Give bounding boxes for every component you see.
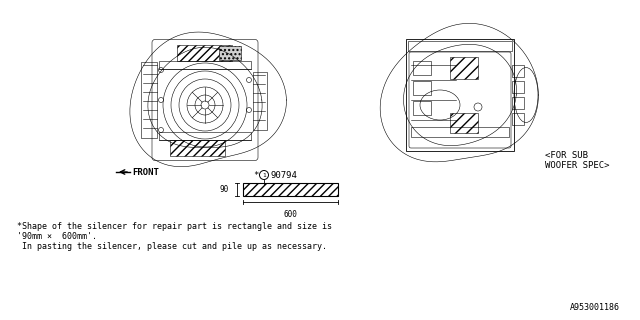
Text: 90: 90 — [220, 185, 229, 194]
Text: <FOR SUB: <FOR SUB — [545, 150, 588, 159]
Bar — [408, 41, 512, 51]
Bar — [253, 72, 267, 130]
Bar — [411, 127, 509, 137]
Bar — [243, 183, 338, 196]
Text: *Shape of the silencer for repair part is rectangle and size is: *Shape of the silencer for repair part i… — [17, 222, 332, 231]
Text: 600: 600 — [284, 210, 298, 219]
Bar — [512, 65, 524, 77]
Text: '90mm ×  600mm'.: '90mm × 600mm'. — [17, 232, 97, 241]
Text: *: * — [253, 171, 259, 180]
Bar — [170, 140, 225, 156]
Text: In pasting the silencer, please cut and pile up as necessary.: In pasting the silencer, please cut and … — [17, 242, 327, 251]
Bar — [512, 113, 524, 125]
Text: 1: 1 — [262, 172, 266, 178]
Bar — [413, 61, 431, 75]
Bar — [406, 39, 514, 151]
Text: 90794: 90794 — [270, 171, 297, 180]
Bar — [512, 81, 524, 93]
Bar — [413, 81, 431, 95]
Bar — [219, 45, 241, 60]
Bar — [141, 62, 157, 138]
Text: FRONT: FRONT — [132, 167, 159, 177]
Bar — [450, 113, 478, 133]
Bar — [159, 60, 251, 68]
Bar — [159, 132, 251, 140]
Bar — [512, 97, 524, 109]
Text: A953001186: A953001186 — [570, 303, 620, 312]
Text: WOOFER SPEC>: WOOFER SPEC> — [545, 161, 609, 170]
Bar — [177, 44, 232, 60]
Bar — [413, 101, 431, 115]
Bar — [450, 57, 478, 79]
